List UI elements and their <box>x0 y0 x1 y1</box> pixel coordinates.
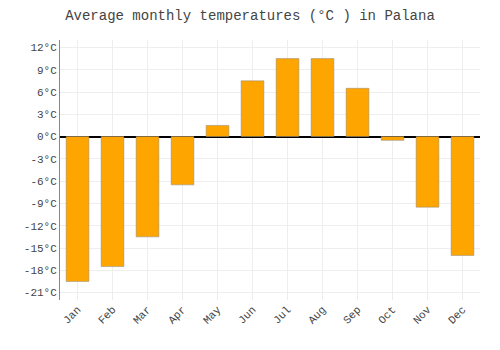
svg-text:Average monthly temperatures (: Average monthly temperatures (°C ) in Pa… <box>65 8 435 24</box>
svg-text:9°C: 9°C <box>37 65 57 77</box>
svg-text:-3°C: -3°C <box>30 154 57 166</box>
svg-text:-15°C: -15°C <box>24 243 57 255</box>
svg-text:Jun: Jun <box>236 304 258 326</box>
svg-text:-12°C: -12°C <box>24 221 57 233</box>
svg-text:-18°C: -18°C <box>24 265 57 277</box>
svg-text:Jan: Jan <box>61 304 83 326</box>
svg-text:May: May <box>201 304 224 327</box>
svg-text:0°C: 0°C <box>37 131 57 143</box>
svg-text:-21°C: -21°C <box>24 287 57 299</box>
svg-text:Sep: Sep <box>341 304 363 326</box>
svg-text:Aug: Aug <box>306 304 328 326</box>
svg-text:Jul: Jul <box>271 304 293 326</box>
svg-text:3°C: 3°C <box>37 109 57 121</box>
svg-text:Apr: Apr <box>166 304 188 326</box>
svg-text:12°C: 12°C <box>30 42 57 54</box>
svg-text:-9°C: -9°C <box>30 198 57 210</box>
svg-text:Dec: Dec <box>446 304 468 326</box>
svg-text:Feb: Feb <box>96 304 118 326</box>
svg-text:Mar: Mar <box>131 304 153 326</box>
svg-text:6°C: 6°C <box>37 87 57 99</box>
svg-text:-6°C: -6°C <box>30 176 57 188</box>
svg-text:Oct: Oct <box>376 304 398 326</box>
svg-text:Nov: Nov <box>411 304 434 327</box>
